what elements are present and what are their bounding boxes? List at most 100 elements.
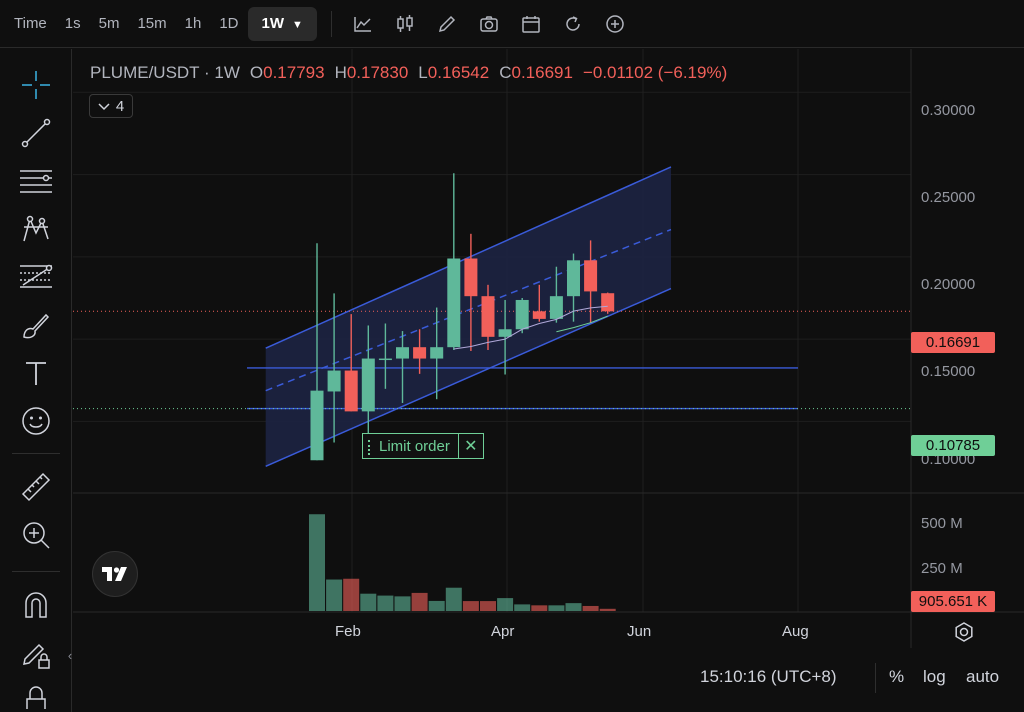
ruler-icon[interactable] — [14, 467, 58, 507]
candle-body-down — [584, 260, 598, 292]
low-label: L — [418, 63, 428, 82]
status-bar: 15:10:16 (UTC+8) % log auto — [73, 648, 1024, 712]
price-axis-label: 0.15000 — [921, 363, 976, 380]
timeframe-5m[interactable]: 5m — [98, 14, 120, 32]
candle-body-down — [413, 347, 427, 359]
symbol-name[interactable]: PLUME/USDT · 1W — [90, 63, 240, 82]
volume-bar — [531, 605, 548, 611]
volume-bar — [599, 608, 616, 611]
limit-order-line-label[interactable]: Limit order ✕ — [362, 433, 484, 459]
candle-body-up — [378, 358, 392, 361]
emoji-icon[interactable] — [14, 401, 58, 441]
replay-icon[interactable] — [552, 7, 594, 41]
time-axis-label: Apr — [491, 623, 515, 640]
candle-body-up — [396, 347, 409, 359]
percent-scale-toggle[interactable]: % — [889, 667, 905, 686]
volume-bar — [582, 605, 599, 611]
horizontal-lines-icon[interactable] — [14, 161, 58, 201]
volume-axis-label: 250 M — [921, 560, 963, 577]
timeframe-15m[interactable]: 15m — [137, 14, 167, 32]
brush-icon[interactable] — [14, 305, 58, 345]
tradingview-logo-icon — [102, 567, 127, 581]
crosshair-icon[interactable] — [14, 65, 58, 105]
tradingview-logo[interactable] — [92, 551, 138, 597]
volume-tag: 905.651 K — [911, 591, 995, 612]
collapse-chevron-icon[interactable]: ‹ — [67, 648, 73, 663]
time-button[interactable]: Time — [14, 14, 47, 32]
timeframe-1d[interactable]: 1D — [219, 14, 239, 32]
price-axis-label: 0.20000 — [921, 276, 976, 293]
caret-down-icon: ▼ — [292, 18, 303, 31]
price-axis-label: 0.30000 — [921, 102, 976, 119]
volume-bar — [309, 514, 325, 611]
candle-body-up — [498, 329, 512, 337]
lock-icon[interactable] — [14, 679, 58, 709]
volume-bar — [326, 579, 343, 611]
chevron-down-icon — [98, 98, 110, 115]
drawing-toolbar: ‹ — [0, 49, 72, 712]
candle-body-up — [310, 390, 324, 461]
lock-pencil-icon[interactable] — [14, 634, 58, 674]
close-icon[interactable]: ✕ — [457, 434, 483, 458]
change-value: −0.01102 (−6.19%) — [582, 63, 728, 82]
time-axis-label: Feb — [335, 623, 361, 640]
zoom-in-icon[interactable] — [14, 515, 58, 555]
limit-price-tag: 0.10785 — [911, 435, 995, 456]
status-divider — [875, 663, 876, 693]
candle-body-up — [327, 370, 341, 392]
candles-icon[interactable] — [384, 7, 426, 41]
time-axis-label: Jun — [627, 623, 652, 640]
pattern-icon[interactable] — [14, 209, 58, 249]
candle-body-up — [549, 296, 563, 319]
candle-body-down — [601, 293, 615, 312]
volume-bar — [445, 587, 462, 611]
timeframe-1w-label: 1W — [261, 14, 285, 32]
candle-body-down — [532, 311, 546, 319]
pencil-icon[interactable] — [426, 7, 468, 41]
volume-bar — [497, 598, 514, 611]
volume-bar — [565, 603, 582, 611]
high-label: H — [334, 63, 347, 82]
volume-bar — [394, 596, 411, 611]
calendar-icon[interactable] — [510, 7, 552, 41]
candle-body-up — [447, 258, 461, 348]
trend-line-icon[interactable] — [14, 113, 58, 153]
settings-gear-icon[interactable] — [951, 620, 977, 644]
candle-body-up — [430, 347, 444, 359]
candle-body-down — [481, 296, 495, 337]
close-value: 0.16691 — [511, 63, 573, 82]
log-scale-toggle[interactable]: log — [923, 667, 946, 686]
volume-bar — [411, 592, 428, 611]
auto-scale-toggle[interactable]: auto — [966, 667, 1000, 686]
line-chart-icon[interactable] — [342, 7, 384, 41]
price-axis-label: 0.25000 — [921, 189, 976, 206]
time-axis-label: Aug — [782, 623, 809, 640]
candle-body-up — [567, 260, 580, 297]
clock-timezone[interactable]: 15:10:16 (UTC+8) — [700, 667, 837, 686]
add-circle-icon[interactable] — [594, 7, 636, 41]
open-value: 0.17793 — [263, 63, 325, 82]
text-icon[interactable] — [14, 353, 58, 393]
fib-icon[interactable] — [14, 257, 58, 297]
volume-bar — [548, 605, 565, 611]
close-label: C — [499, 63, 512, 82]
magnet-icon[interactable] — [14, 585, 58, 625]
volume-bar — [480, 601, 496, 611]
timeframe-1h[interactable]: 1h — [184, 14, 202, 32]
timeframe-1w-dropdown[interactable]: 1W ▼ — [247, 6, 317, 41]
camera-icon[interactable] — [468, 7, 510, 41]
last-price-tag: 0.16691 — [911, 332, 995, 353]
indicators-toggle[interactable]: 4 — [89, 94, 133, 118]
candle-body-up — [361, 358, 375, 412]
volume-bar — [377, 595, 394, 611]
timeframe-1s[interactable]: 1s — [64, 14, 81, 32]
candle-body-up — [515, 299, 529, 330]
volume-bar — [360, 593, 377, 611]
limit-order-label[interactable]: Limit order — [363, 438, 458, 455]
top-toolbar: Time 1s 5m 15m 1h 1D 1W ▼ — [0, 0, 1024, 48]
indicators-count: 4 — [115, 97, 125, 115]
chart-canvas[interactable] — [73, 49, 1024, 648]
volume-bar — [428, 600, 445, 611]
open-label: O — [249, 63, 264, 82]
candle-body-down — [344, 370, 358, 412]
